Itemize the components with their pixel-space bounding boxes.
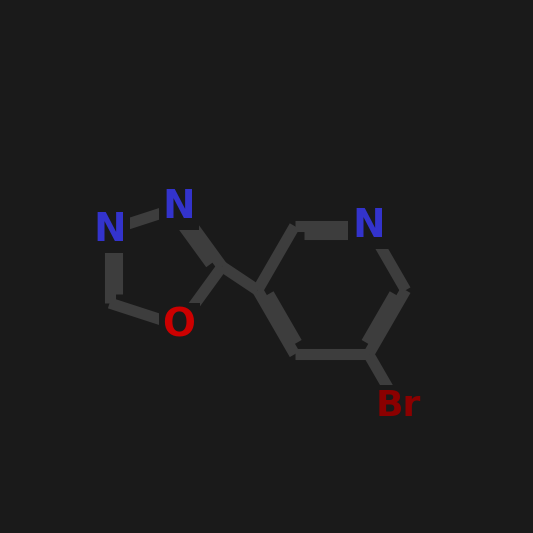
Text: N: N xyxy=(163,188,196,227)
Text: N: N xyxy=(352,207,385,245)
Text: Br: Br xyxy=(376,389,421,423)
Text: O: O xyxy=(163,306,196,345)
Text: N: N xyxy=(93,211,126,249)
